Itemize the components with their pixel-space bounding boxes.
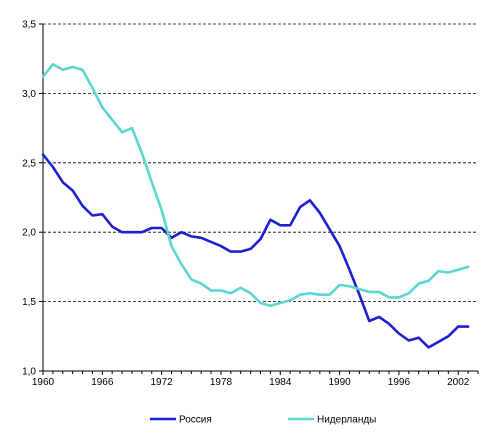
y-axis-ticks: 1,0 1,5 2,0 2,5 3,0 3,5 [22,20,43,378]
y-tick-label: 2,5 [22,158,36,169]
series-line-2 [41,63,470,308]
axes [42,24,478,372]
y-tick-label: 1,0 [22,367,36,378]
legend-label-1: Россия [179,415,212,426]
x-tick-label: 1990 [328,377,351,388]
series-lines [41,63,470,349]
y-tick-label: 2,0 [22,228,36,239]
series-line-1 [41,153,470,349]
x-tick-label: 1972 [151,377,174,388]
x-tick-label: 1960 [32,377,55,388]
y-tick-label: 3,5 [22,20,36,31]
y-tick-label: 1,5 [22,297,36,308]
x-tick-label: 1996 [388,377,411,388]
y-tick-label: 3,0 [22,89,36,100]
x-axis-ticks: 1960 1966 1972 1978 1984 1990 1996 2002 [32,371,479,388]
grid-lines [43,23,478,303]
x-tick-label: 1978 [210,377,233,388]
x-tick-label: 1984 [269,377,292,388]
x-tick-label: 2002 [447,377,470,388]
x-tick-label: 1966 [91,377,114,388]
legend-label-2: Нидерланды [317,415,376,426]
legend: Россия Нидерланды [150,415,376,426]
